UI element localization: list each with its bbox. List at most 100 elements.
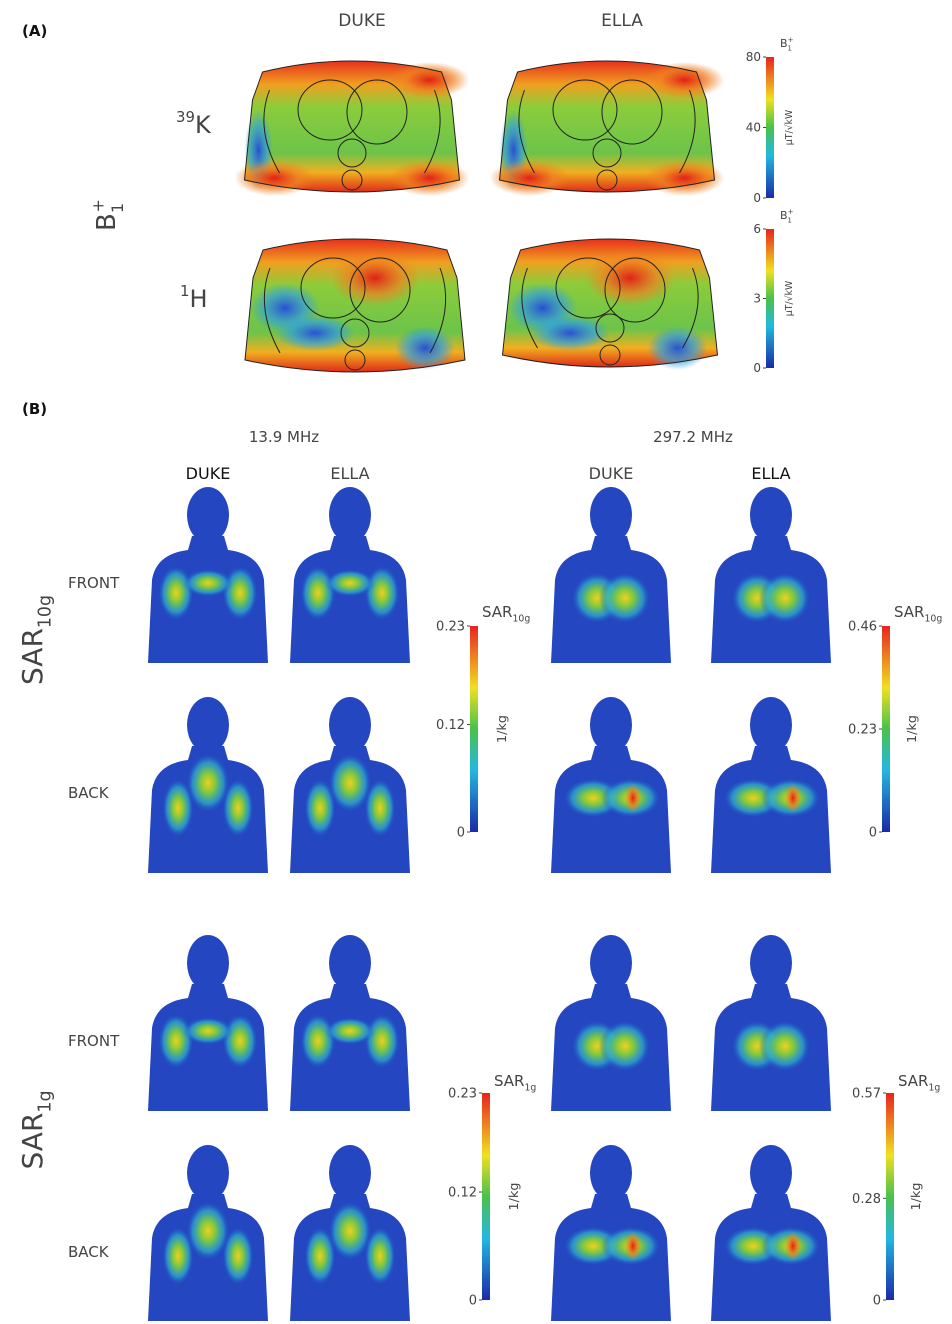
- organ-contour: [340, 318, 370, 348]
- sar-hotspot: [222, 1013, 258, 1069]
- organ-contour: [599, 344, 621, 366]
- section-outline: [244, 238, 466, 373]
- colorbar-tick-label: 3: [753, 292, 761, 306]
- body-head: [329, 487, 371, 543]
- group-label: SAR1g: [16, 1091, 55, 1170]
- sar-hotspot: [162, 1226, 194, 1286]
- section-outline: [243, 60, 461, 193]
- colorbar-title: B1+: [780, 208, 794, 224]
- organ-contour: [552, 79, 618, 141]
- organ-contour: [337, 138, 367, 168]
- organ-contour: [263, 89, 280, 174]
- colorbar-tick-label: 0.57: [852, 1087, 881, 1102]
- organ-contour: [679, 89, 696, 174]
- colorbar-tick-label: 0.12: [448, 1186, 477, 1201]
- organ-contour: [263, 267, 281, 354]
- sar-hotspot: [328, 753, 372, 813]
- frequency-header: 13.9 MHz: [249, 428, 319, 446]
- organ-contour: [596, 169, 618, 191]
- colorbar-tick-label: 0.23: [448, 1087, 477, 1102]
- panel-label: (A): [22, 22, 47, 40]
- column-header: DUKE: [186, 464, 231, 483]
- sar-hotspot: [222, 565, 258, 621]
- field-blob: [647, 326, 708, 370]
- colorbar-tick-label: 80: [746, 50, 761, 64]
- field-blob: [389, 62, 470, 98]
- text-part: SAR: [16, 1113, 49, 1170]
- organ-contour: [429, 267, 447, 354]
- body-head: [750, 935, 792, 991]
- column-header: ELLA: [601, 11, 643, 31]
- field-blob: [489, 160, 570, 196]
- text-part: SAR: [898, 1072, 928, 1090]
- sar-hotspot: [300, 1013, 336, 1069]
- sar-hotspot: [599, 1020, 651, 1072]
- sar-hotspot: [158, 565, 194, 621]
- body-head: [750, 487, 792, 543]
- column-header: ELLA: [751, 464, 790, 483]
- frequency-header: 297.2 MHz: [653, 428, 733, 446]
- row-group-label: B1+: [88, 199, 127, 231]
- sar-hotspot: [183, 1017, 233, 1045]
- colorbar-tick-label: 0.23: [848, 723, 877, 738]
- body-head: [187, 935, 229, 991]
- field-blob: [275, 315, 355, 351]
- column-header: DUKE: [589, 464, 634, 483]
- colorbar-title: SAR10g: [482, 603, 530, 625]
- text-part: B: [780, 37, 788, 50]
- sar-hotspot: [158, 1013, 194, 1069]
- body-model: [711, 935, 831, 1111]
- panel-label: (B): [22, 400, 47, 418]
- organ-contour: [349, 257, 411, 323]
- body-model: [711, 487, 831, 663]
- body-head: [329, 697, 371, 753]
- colorbar-tick-label: 0.28: [852, 1192, 881, 1207]
- text-part: +: [88, 199, 107, 213]
- colorbar: [886, 1093, 894, 1300]
- body-model: [290, 1145, 410, 1321]
- text-part: +: [788, 208, 794, 216]
- row-label: 1H: [180, 282, 208, 313]
- body-model: [290, 697, 410, 873]
- text-part: +: [788, 36, 794, 44]
- sar-hotspot: [186, 753, 230, 813]
- row-label: FRONT: [68, 1032, 120, 1050]
- cross-section: [234, 60, 470, 196]
- text-part: K: [195, 111, 212, 139]
- body-head: [590, 935, 632, 991]
- field-blob: [389, 160, 470, 196]
- row-label: BACK: [68, 784, 110, 802]
- colorbar-tick-label: 0: [869, 826, 877, 841]
- section-outline: [501, 238, 719, 368]
- body-head: [329, 935, 371, 991]
- body-head: [590, 487, 632, 543]
- sar-hotspot: [325, 569, 375, 597]
- sar-hotspot: [222, 778, 254, 838]
- text-part: 10g: [35, 595, 55, 628]
- body-model: [148, 487, 268, 663]
- field-blob: [530, 315, 610, 351]
- text-part: B: [92, 213, 122, 231]
- text-part: 1: [788, 216, 792, 224]
- colorbar-title: SAR1g: [494, 1072, 536, 1094]
- body-head: [750, 1145, 792, 1201]
- body-model: [551, 697, 671, 873]
- text-part: 1g: [35, 1091, 55, 1113]
- body-model: [148, 935, 268, 1111]
- body-model: [711, 1145, 831, 1321]
- colorbar-unit: 1/kg: [495, 715, 510, 743]
- text-part: 1: [788, 44, 792, 52]
- sar-hotspot: [759, 572, 811, 624]
- text-part: H: [189, 285, 207, 313]
- text-part: 39: [176, 108, 195, 126]
- text-part: 1: [108, 203, 127, 213]
- sar-hotspot: [325, 1017, 375, 1045]
- text-part: SAR: [482, 603, 512, 621]
- sar-hotspot: [300, 565, 336, 621]
- cross-section: [244, 238, 466, 373]
- body-model: [148, 697, 268, 873]
- colorbar-tick-label: 0: [469, 1294, 477, 1309]
- text-part: 1g: [928, 1083, 940, 1094]
- body-head: [590, 697, 632, 753]
